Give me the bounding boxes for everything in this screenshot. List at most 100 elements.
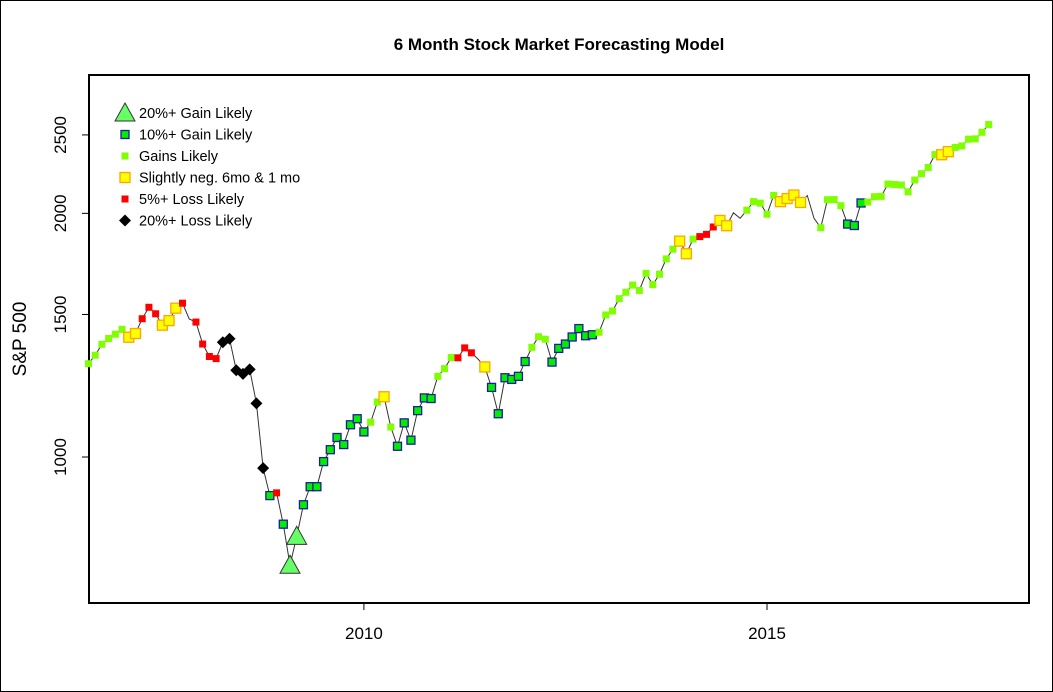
data-point-gain-square [111,330,119,338]
data-point-loss-5-square [205,352,213,360]
legend-label: 5%+ Loss Likely [139,192,245,208]
y-axis-label: S&P 500 [10,302,31,377]
data-point-gain-10-square [312,482,322,492]
data-point-gain-10-square [325,445,335,455]
data-point-gain-10-square [265,490,275,501]
data-point-gain-20-triangle [279,554,301,574]
data-point-gain-10-square [587,330,597,340]
data-point-gain-square [635,286,643,294]
data-point-gain-10-square [547,357,557,367]
data-point-gain-10-square [567,332,577,342]
data-point-gain-square [823,196,831,204]
data-point-loss-5-square [179,299,187,307]
data-point-gain-square [441,365,449,373]
data-point-loss-5-square [152,310,160,318]
data-point-slight-neg-square [721,220,733,232]
data-point-slight-neg-square [479,361,491,373]
data-point-slight-neg-square [942,145,955,158]
legend-marker-K [119,214,131,227]
data-point-gain-10-square [849,220,859,231]
y-tick-label: 2500 [51,116,70,154]
data-point-gain-10-square [560,339,571,349]
legend-marker-Y [119,171,131,184]
data-point-gain-10-square [339,439,349,450]
data-point-gain-square [870,193,878,201]
data-point-gain-10-square [426,393,436,404]
data-point-gain-10-square [318,456,329,467]
data-point-gain-square [756,199,764,207]
data-point-gain-20-triangle [285,525,308,545]
data-point-gain-square [743,206,751,214]
data-point-gain-square [864,198,872,206]
data-point-gain-10-square [399,418,409,428]
data-point-gain-square [770,191,778,199]
data-point-loss-5-square [199,340,207,348]
legend-label: 10%+ Gain Likely [139,128,253,144]
data-point-gain-square [763,210,771,218]
data-point-gain-10-square [513,371,524,381]
data-point-gain-square [615,295,623,303]
data-point-loss-5-square [703,230,711,238]
data-point-gain-10-square [486,382,497,393]
data-point-gain-10-square [359,427,369,437]
x-tick-label: 2010 [345,624,383,643]
y-tick-label: 1000 [51,438,70,476]
legend-label: Slightly neg. 6mo & 1 mo [139,171,300,187]
data-point-gain-10-square [298,500,309,510]
data-point-gain-square [985,121,993,129]
data-point-slight-neg-square [170,302,182,314]
data-point-gain-square [367,418,375,426]
data-point-gain-square [608,307,616,315]
data-point-loss-5-square [273,489,281,497]
data-point-gain-square [884,180,892,188]
data-point-gain-10-square [406,435,416,445]
data-point-loss-5-square [467,349,475,357]
data-point-loss-5-square [696,233,704,241]
data-point-gain-square [595,328,603,336]
legend-marker-B [120,129,130,140]
data-point-gain-square [91,351,99,359]
data-point-loss-5-square [454,354,462,362]
data-point-gain-square [622,288,630,296]
data-point-gain-square [105,334,113,342]
data-point-gain-10-square [352,414,362,424]
data-point-slight-neg-square [794,196,807,209]
legend-label: Gains Likely [139,149,219,165]
data-point-gain-square [904,188,912,196]
data-point-gain-square [971,135,979,143]
data-point-slight-neg-square [674,235,686,247]
data-point-gain-square [541,335,549,343]
data-point-gain-square [837,202,845,210]
data-point-gain-10-square [392,441,403,451]
data-point-gain-square [528,343,536,351]
data-point-slight-neg-square [129,327,142,340]
data-point-gain-square [447,354,455,362]
data-point-gain-square [877,192,885,200]
data-point-gain-square [958,142,966,150]
plot-box [88,74,1030,604]
legend-marker-T [114,101,136,122]
data-point-slight-neg-square [680,248,693,260]
legend: 20%+ Gain Likely 10%+ Gain Likely Gains Li… [114,101,300,230]
data-point-gain-square [649,281,657,289]
data-point-gain-10-square [574,323,584,334]
data-point-loss-5-square [138,315,146,323]
data-point-gain-square [830,196,838,204]
data-point-gain-10-square [332,432,342,443]
data-point-gain-10-square [413,405,423,416]
legend-marker-G [121,152,129,160]
data-point-gain-square [918,170,926,178]
data-point-loss-5-square [461,344,469,352]
data-point-loss-5-square [145,303,153,311]
data-point-gain-square [602,311,610,319]
legend-label: 20%+ Gain Likely [139,106,253,122]
data-point-gain-square [84,360,92,368]
data-point-gain-square [669,245,677,253]
data-point-loss-5-square [212,355,220,363]
data-point-gain-10-square [493,409,503,419]
data-point-gain-square [965,135,973,143]
data-point-gain-square [662,255,670,263]
data-point-gain-10-square [278,519,288,529]
data-point-gain-square [98,340,106,348]
